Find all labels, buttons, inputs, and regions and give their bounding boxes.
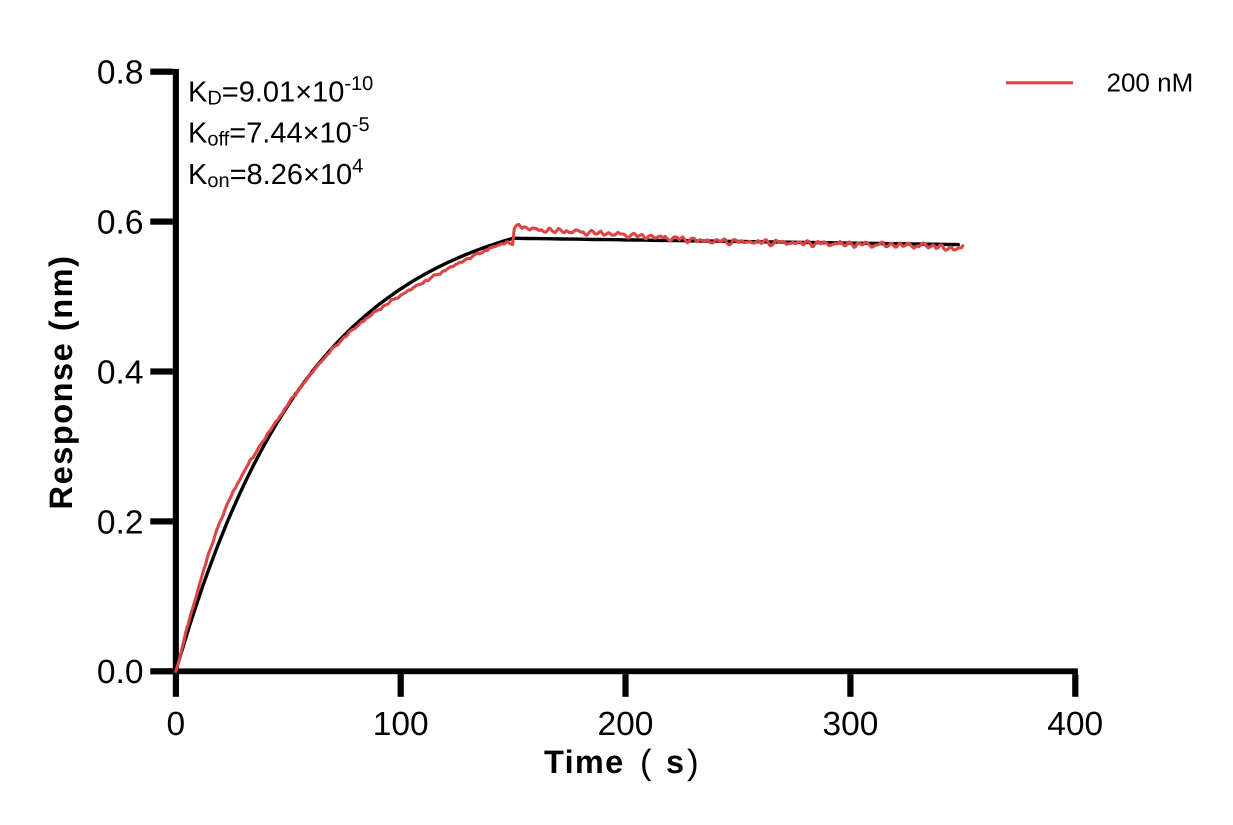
svg-text:KD=9.01×10-10: KD=9.01×10-10 (188, 73, 373, 110)
svg-text:0.6: 0.6 (97, 205, 144, 242)
svg-text:s: s (666, 744, 684, 780)
svg-text:400: 400 (1047, 706, 1103, 743)
svg-text:100: 100 (373, 706, 429, 743)
svg-text:Response (nm): Response (nm) (43, 255, 79, 510)
svg-text:0: 0 (166, 706, 185, 743)
svg-text:Kon=8.26×104: Kon=8.26×104 (188, 156, 363, 193)
svg-text:200 nM: 200 nM (1107, 68, 1194, 98)
svg-text:300: 300 (822, 706, 878, 743)
svg-text:): ) (687, 743, 699, 782)
svg-text:0.8: 0.8 (97, 55, 144, 92)
svg-text:200: 200 (598, 706, 654, 743)
svg-text:0.0: 0.0 (97, 654, 144, 691)
svg-text:Koff=7.44×10-5: Koff=7.44×10-5 (188, 114, 370, 151)
svg-text:0.4: 0.4 (97, 354, 144, 391)
svg-text:0.2: 0.2 (97, 504, 144, 541)
svg-text:Time: Time (544, 744, 624, 780)
svg-text:(: ( (640, 743, 652, 782)
